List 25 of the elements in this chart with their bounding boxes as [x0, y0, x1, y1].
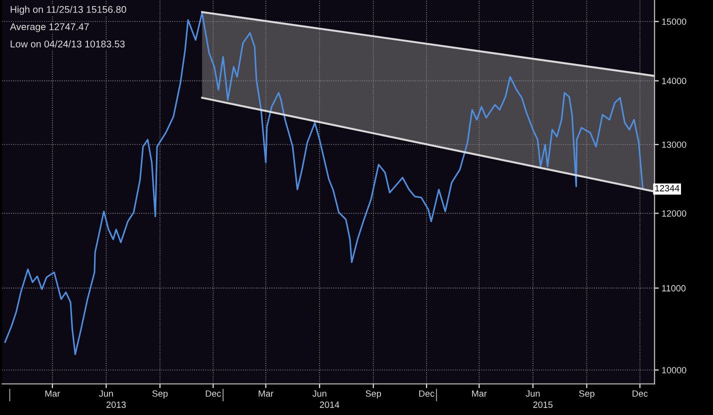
x-tick-label: Sep	[579, 390, 594, 399]
x2-tick-label: 2013	[106, 402, 126, 408]
x-tick-label: Jun	[312, 390, 326, 397]
x-tick-label: Dec	[419, 390, 434, 397]
y-tick-label: 11000	[662, 285, 686, 292]
annotation: High on 11/25/13 15156.80	[10, 6, 126, 15]
y-tick-label: 10000	[662, 366, 686, 374]
x-tick-label: Mar	[258, 390, 274, 397]
x-tick-label: Mar	[45, 390, 60, 397]
x-tick-label: Sep	[152, 390, 168, 399]
annotation: Average 12747.47	[10, 23, 89, 32]
x-tick-label: Jun	[526, 390, 540, 397]
x2-tick-label: 2014	[320, 402, 340, 408]
x-tick-label: Jun	[99, 390, 113, 397]
x2-tick-label: 2015	[533, 402, 553, 408]
annotation: Low on 04/24/13 10183.53	[10, 40, 125, 48]
x-tick-label: Dec	[632, 390, 648, 397]
y-tick-label: 14000	[662, 78, 686, 84]
x-tick-label: Dec	[206, 390, 221, 397]
y-tick-label: 13000	[662, 141, 686, 148]
annotation: 12344	[655, 185, 680, 192]
y-tick-label: 12000	[662, 210, 686, 217]
x-tick-label: Sep	[366, 390, 382, 399]
x-tick-label: Mar	[472, 390, 487, 397]
y-tick-label: 15000	[662, 18, 686, 25]
